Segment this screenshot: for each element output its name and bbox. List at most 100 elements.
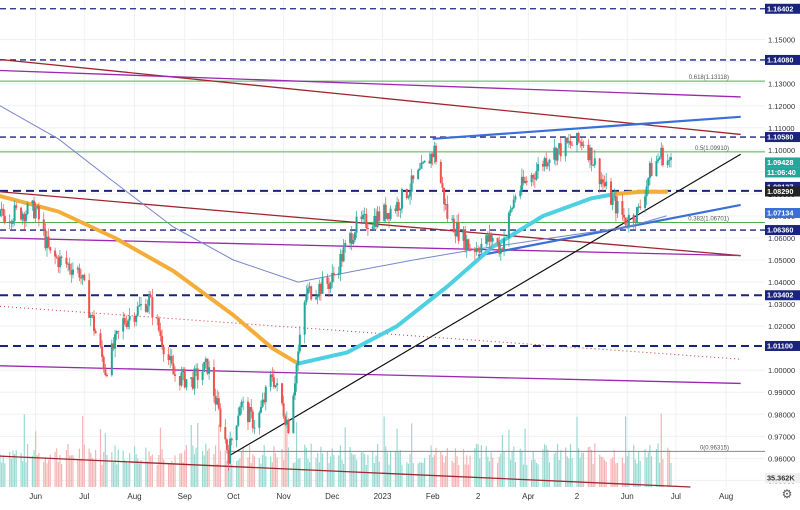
volume-bar: [513, 446, 515, 487]
volume-bar: [657, 443, 659, 487]
volume-bar: [124, 459, 126, 487]
candle-body: [587, 144, 590, 161]
volume-bar: [185, 445, 187, 487]
volume-bar: [464, 464, 466, 487]
volume-bar: [339, 445, 341, 487]
volume-bar: [310, 443, 312, 487]
volume-bar: [610, 458, 612, 487]
candle-body: [376, 211, 379, 227]
volume-bar: [668, 450, 670, 487]
volume-bar: [145, 447, 147, 487]
candle-body: [127, 320, 130, 327]
volume-bar: [352, 454, 354, 487]
candle-body: [454, 232, 457, 237]
volume-bar: [137, 458, 139, 487]
candle-body: [251, 411, 254, 428]
candle-body: [2, 208, 5, 216]
volume-bar: [555, 452, 557, 487]
price-label-text: 1.03402: [767, 291, 793, 300]
volume-bar: [467, 464, 470, 487]
volume-bar: [252, 454, 254, 487]
volume-bar: [582, 452, 585, 487]
volume-bar: [106, 454, 108, 487]
volume-bar: [667, 447, 669, 487]
candle-body: [328, 283, 331, 289]
volume-bar: [602, 457, 604, 487]
settings-gear-icon[interactable]: ⚙: [781, 487, 793, 501]
candle-body: [452, 218, 455, 233]
candle-body: [666, 160, 669, 166]
candle-body: [433, 145, 436, 158]
volume-bar: [531, 460, 533, 487]
candle-body: [554, 147, 557, 161]
volume-bar: [446, 447, 448, 487]
candle-body: [543, 158, 546, 167]
volume-bar: [639, 460, 641, 487]
candle-body: [610, 181, 613, 205]
volume-bar: [496, 462, 499, 487]
volume-bar: [161, 449, 163, 487]
x-tick-label: Aug: [719, 492, 733, 501]
candle-body: [281, 383, 284, 404]
volume-bar: [424, 458, 426, 487]
volume-bar: [534, 459, 536, 487]
volume-bar: [190, 424, 192, 487]
price-label-text: 11:06:40: [767, 168, 796, 177]
candle-body: [650, 163, 653, 177]
candle-body: [157, 318, 160, 331]
candle-body: [371, 226, 374, 229]
volume-bar: [297, 458, 299, 487]
volume-bar: [114, 445, 116, 487]
y-tick-label: 1.10000: [768, 146, 795, 155]
volume-bar: [224, 450, 226, 487]
candle-body: [342, 247, 345, 262]
candle-body: [422, 162, 425, 164]
price-label-box: [765, 340, 800, 351]
candle-body: [486, 235, 489, 242]
candle-body: [639, 206, 642, 208]
volume-bar: [56, 448, 58, 487]
x-tick-label: Jul: [79, 492, 89, 501]
trend-line: [432, 115, 741, 140]
candle-body: [537, 164, 540, 171]
x-tick-label: Oct: [227, 492, 240, 501]
candle-body: [269, 374, 272, 387]
price-label-text: 1.09428: [767, 158, 793, 167]
volume-bar: [216, 463, 218, 487]
volume-bar: [213, 453, 215, 487]
volume-bar: [208, 448, 210, 487]
volume-bar: [129, 453, 131, 487]
candle-body: [293, 383, 296, 396]
volume-bar: [524, 428, 526, 487]
x-tick-label: 2: [575, 492, 580, 501]
candle-body: [622, 214, 625, 218]
candle-body: [271, 374, 274, 378]
candle-body: [114, 334, 117, 349]
candle-body: [276, 383, 279, 386]
volume-bar: [349, 447, 351, 487]
candle-body: [592, 165, 595, 167]
candle-body: [321, 277, 324, 294]
candle-body: [613, 196, 616, 198]
x-tick-label: Jun: [621, 492, 634, 501]
volume-bar: [509, 459, 512, 487]
volume-bar: [613, 449, 615, 487]
volume-bar: [341, 459, 343, 487]
candle-body: [496, 238, 499, 243]
moving-average-line: [0, 105, 667, 283]
volume-bar: [180, 453, 183, 487]
volume-bar: [469, 455, 471, 487]
candle-body: [383, 204, 386, 221]
price-label-text: 1.08290: [767, 187, 793, 196]
candle-body: [20, 207, 23, 220]
volume-bar: [111, 452, 113, 487]
candle-body: [246, 401, 249, 423]
volume-bar: [487, 456, 489, 487]
volume-bar: [644, 449, 646, 487]
candle-body: [93, 315, 96, 331]
volume-bar: [428, 454, 431, 487]
candle-body: [575, 132, 578, 146]
candle-body: [668, 159, 671, 161]
candle-body: [443, 187, 446, 205]
volume-bar: [532, 451, 534, 487]
